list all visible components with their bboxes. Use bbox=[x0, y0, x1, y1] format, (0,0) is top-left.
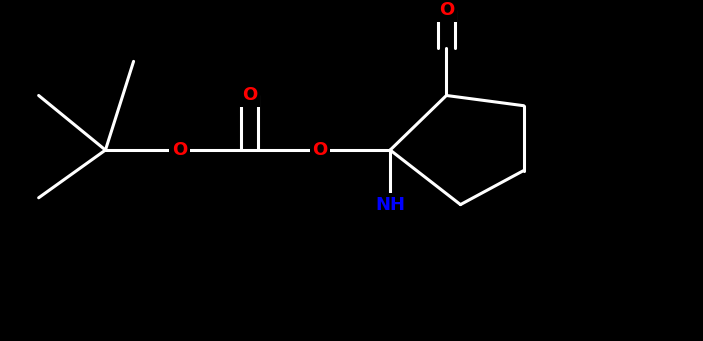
Text: NH: NH bbox=[375, 196, 405, 213]
Text: O: O bbox=[439, 1, 454, 19]
Text: O: O bbox=[172, 141, 187, 159]
Text: O: O bbox=[312, 141, 328, 159]
Text: O: O bbox=[242, 87, 257, 104]
